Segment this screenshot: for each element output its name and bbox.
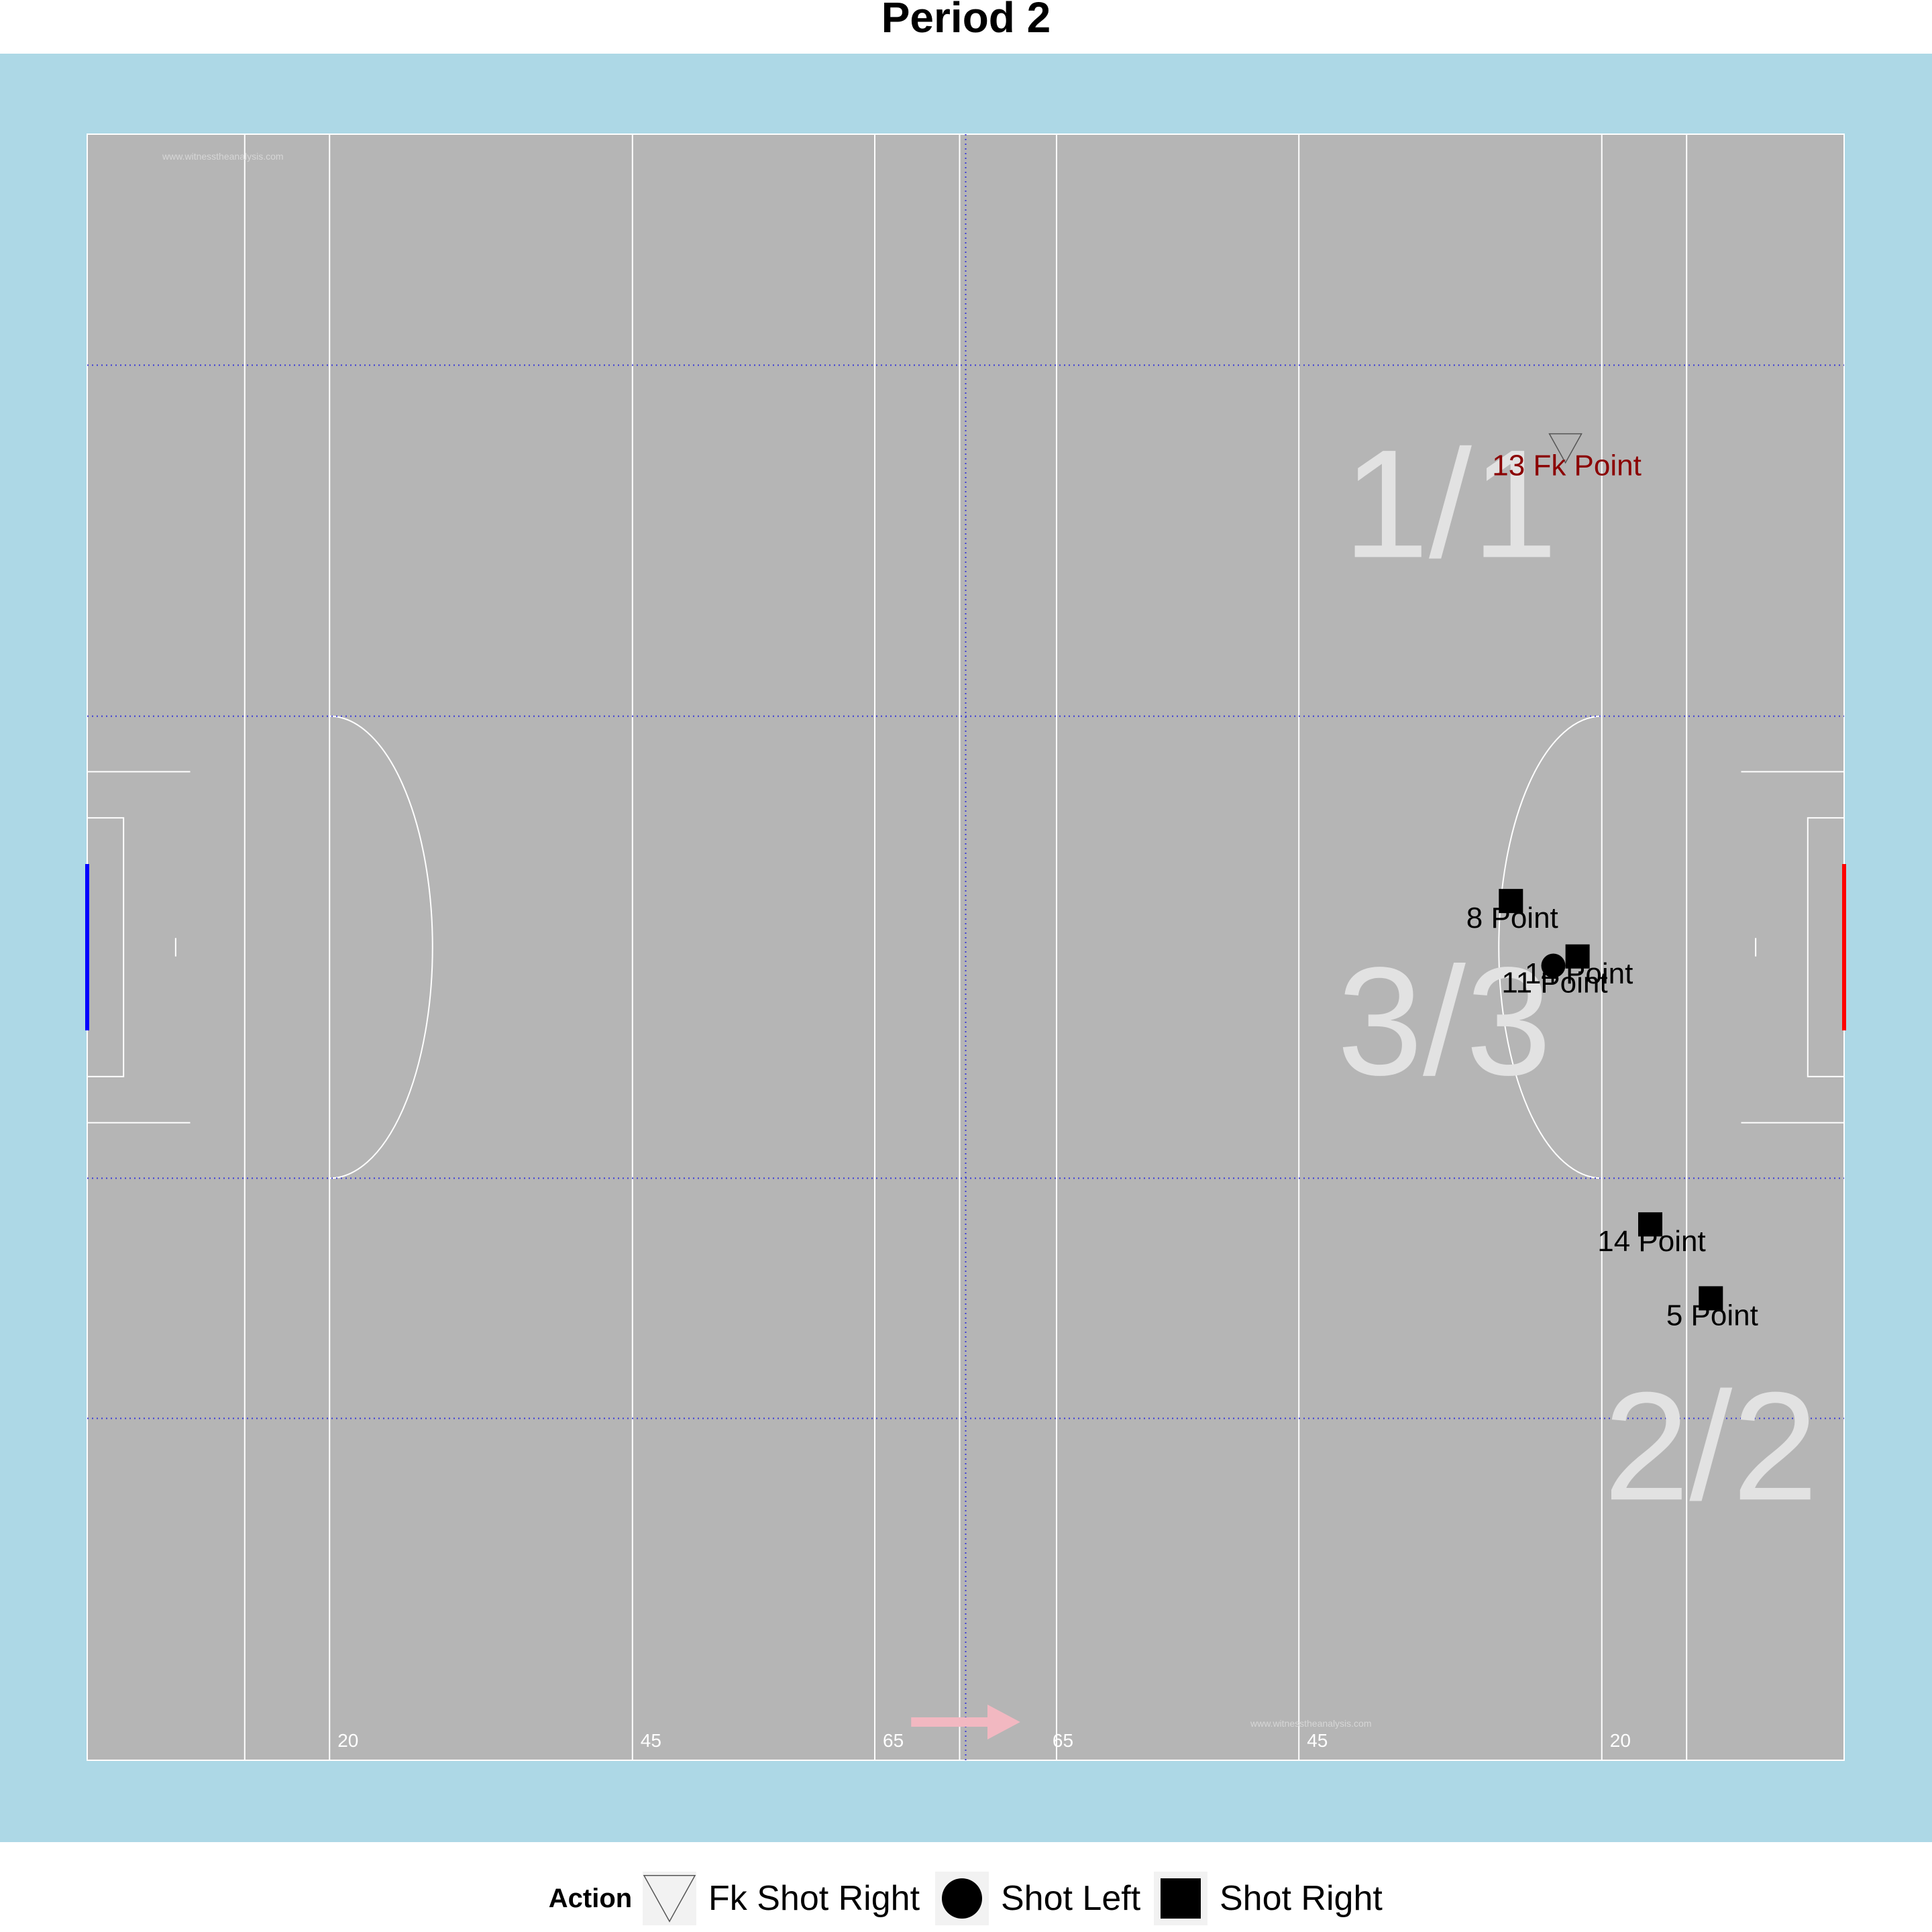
shot-marker: [1565, 944, 1590, 969]
legend-label: Fk Shot Right: [708, 1879, 920, 1918]
shot-label: 5 Point: [1666, 1299, 1758, 1332]
chart-title: Period 2: [881, 0, 1051, 42]
zone-label: 3/3: [1337, 935, 1552, 1108]
shot-marker: [1699, 1286, 1723, 1311]
legend-label: Shot Right: [1220, 1879, 1383, 1918]
yard-label: 20: [337, 1730, 358, 1751]
shot-label: 8 Point: [1466, 902, 1558, 934]
shot-label: 13 Fk Point: [1492, 449, 1642, 482]
direction-arrow-head: [987, 1705, 1020, 1739]
yard-label: 20: [1610, 1730, 1631, 1751]
legend-title: Action: [549, 1884, 632, 1913]
legend-key-background: [643, 1872, 696, 1925]
shot-label: 11 Point: [1501, 967, 1607, 1000]
shot-marker: [1541, 953, 1566, 978]
legend-label: Shot Left: [1001, 1879, 1141, 1918]
yard-label: 45: [1307, 1730, 1328, 1751]
yard-label: 45: [641, 1730, 661, 1751]
shot-marker: [1548, 433, 1582, 464]
left-arc: [329, 715, 433, 1179]
zone-labels: 1/1 3/3 2/2: [1337, 417, 1818, 1532]
shot-label: 14 Point: [1525, 957, 1633, 990]
legend-key-fk-shot-right: [643, 1875, 696, 1923]
shot-label: 14 Point: [1597, 1225, 1705, 1258]
yard-label: 65: [883, 1730, 904, 1751]
watermark-text: www.witnesstheanalysis.com: [1250, 1718, 1372, 1729]
zone-label: 1/1: [1343, 417, 1558, 590]
right-arc: [1498, 715, 1602, 1179]
right-large-rectangle: [1741, 771, 1844, 1124]
pitch-field: 20 45 65 65 45 20 www.witnesstheanalysis.com ww…: [85, 133, 1846, 1761]
shot-marker: [1638, 1212, 1663, 1237]
legend-key-shot-right: [1161, 1878, 1201, 1919]
shot-marker: [1499, 889, 1523, 914]
left-large-rectangle: [87, 771, 191, 1124]
zone-label: 2/2: [1603, 1360, 1818, 1532]
legend: Action Fk Shot Right Shot Left Shot Right: [549, 1872, 1383, 1925]
watermark-text: www.witnesstheanalysis.com: [162, 151, 284, 162]
yard-label: 65: [1053, 1730, 1073, 1751]
legend-key-shot-left: [942, 1878, 982, 1919]
